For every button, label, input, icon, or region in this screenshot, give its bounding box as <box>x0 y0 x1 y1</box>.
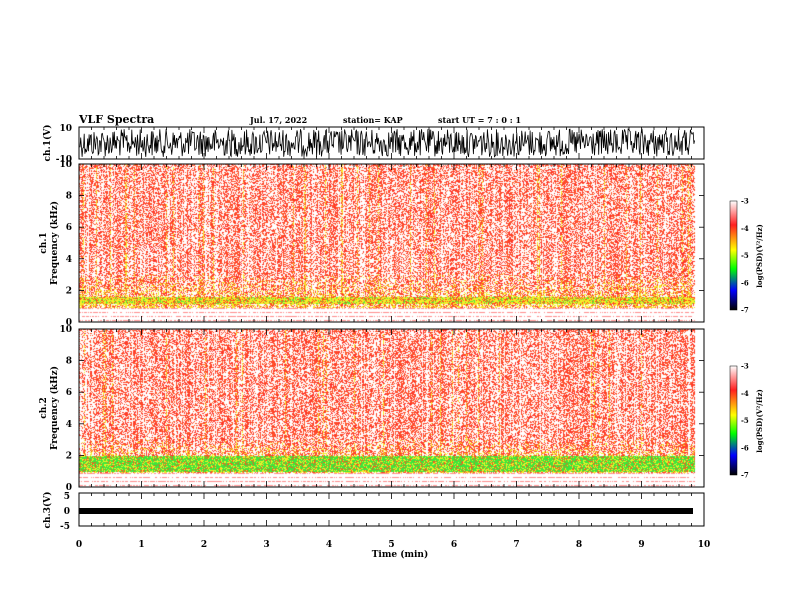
ch3-ylabel: ch.3(V) <box>42 492 53 529</box>
ch1-spec-ylabel: Frequency (kHz) <box>49 201 60 285</box>
colorbar-tick-label: -3 <box>741 197 749 206</box>
ch3-tick-mid: 0 <box>64 507 70 517</box>
ch1-spec-channel-label: ch.1 <box>39 232 49 253</box>
ch2-colorbar: -3 -4 -5 -6 -7 log(PSD)(V²/Hz) <box>729 362 764 480</box>
ch2-colorbar-label: log(PSD)(V²/Hz) <box>755 389 764 453</box>
x-tick-label: 2 <box>201 540 207 550</box>
freq-tick-label: 4 <box>66 255 72 265</box>
colorbar-tick-label: -4 <box>741 389 749 398</box>
colorbar-tick-label: -7 <box>741 306 749 315</box>
ch1-colorbar-scale <box>729 200 738 311</box>
x-tick-label: 6 <box>451 540 457 550</box>
ch1-wave-tick-bottom: -10 <box>56 155 72 165</box>
freq-tick-label: 8 <box>66 357 72 367</box>
colorbar-tick-label: -7 <box>741 471 749 480</box>
ch2-spec-image <box>79 329 704 487</box>
colorbar-tick-label: -5 <box>741 251 749 260</box>
x-axis-label: Time (min) <box>372 549 429 560</box>
ch1-colorbar-label: log(PSD)(V²/Hz) <box>755 224 764 288</box>
station-label: station= KAP <box>343 115 403 125</box>
ch1-wave-tick-top: 10 <box>59 124 72 134</box>
x-tick-label: 4 <box>326 540 332 550</box>
freq-tick-label: 6 <box>66 223 72 233</box>
freq-tick-label: 0 <box>66 318 72 328</box>
start-time-label: start UT = 7 : 0 : 1 <box>438 115 521 125</box>
ch3-tick-top: 5 <box>64 492 70 502</box>
colorbar-tick-label: -6 <box>741 443 749 452</box>
ch1-spectrogram-panel: 10 8 6 4 2 0 ch.1 Frequency (kHz) <box>39 160 705 328</box>
ch2-spec-channel-label: ch.2 <box>39 397 49 418</box>
colorbar-tick-label: -6 <box>741 278 749 287</box>
colorbar-tick-label: -3 <box>741 362 749 371</box>
freq-tick-label: 0 <box>66 483 72 493</box>
ch2-colorbar-scale <box>729 365 738 476</box>
ch2-spectrogram-panel: 10 8 6 4 2 0 ch.2 Frequency (kHz) <box>39 325 705 493</box>
ch1-wave-ylabel: ch.1(V) <box>42 125 53 162</box>
date-label: Jul. 17, 2022 <box>249 115 307 125</box>
x-tick-label: 0 <box>76 540 82 550</box>
x-tick-label: 3 <box>263 540 269 550</box>
ch1-waveform-trace <box>79 128 695 158</box>
colorbar-tick-label: -4 <box>741 224 749 233</box>
ch3-tick-bottom: -5 <box>60 522 70 532</box>
x-tick-label: 9 <box>638 540 644 550</box>
freq-tick-label: 10 <box>59 160 72 170</box>
freq-tick-label: 2 <box>66 451 72 461</box>
figure-title: VLF Spectra <box>78 113 154 126</box>
freq-tick-label: 10 <box>59 325 72 335</box>
freq-tick-label: 6 <box>66 388 72 398</box>
freq-tick-label: 4 <box>66 420 72 430</box>
x-tick-label: 8 <box>576 540 582 550</box>
x-tick-label: 5 <box>388 540 394 550</box>
colorbar-tick-label: -5 <box>741 416 749 425</box>
freq-tick-label: 8 <box>66 192 72 202</box>
x-tick-label: 10 <box>698 540 711 550</box>
ch2-spec-ylabel: Frequency (kHz) <box>49 366 60 450</box>
x-tick-label: 7 <box>513 540 519 550</box>
ch1-colorbar: -3 -4 -5 -6 -7 log(PSD)(V²/Hz) <box>729 197 764 315</box>
freq-tick-label: 2 <box>66 286 72 296</box>
ch1-spec-image <box>79 164 704 322</box>
x-tick-label: 1 <box>138 540 144 550</box>
ch3-waveform-trace <box>79 508 693 514</box>
